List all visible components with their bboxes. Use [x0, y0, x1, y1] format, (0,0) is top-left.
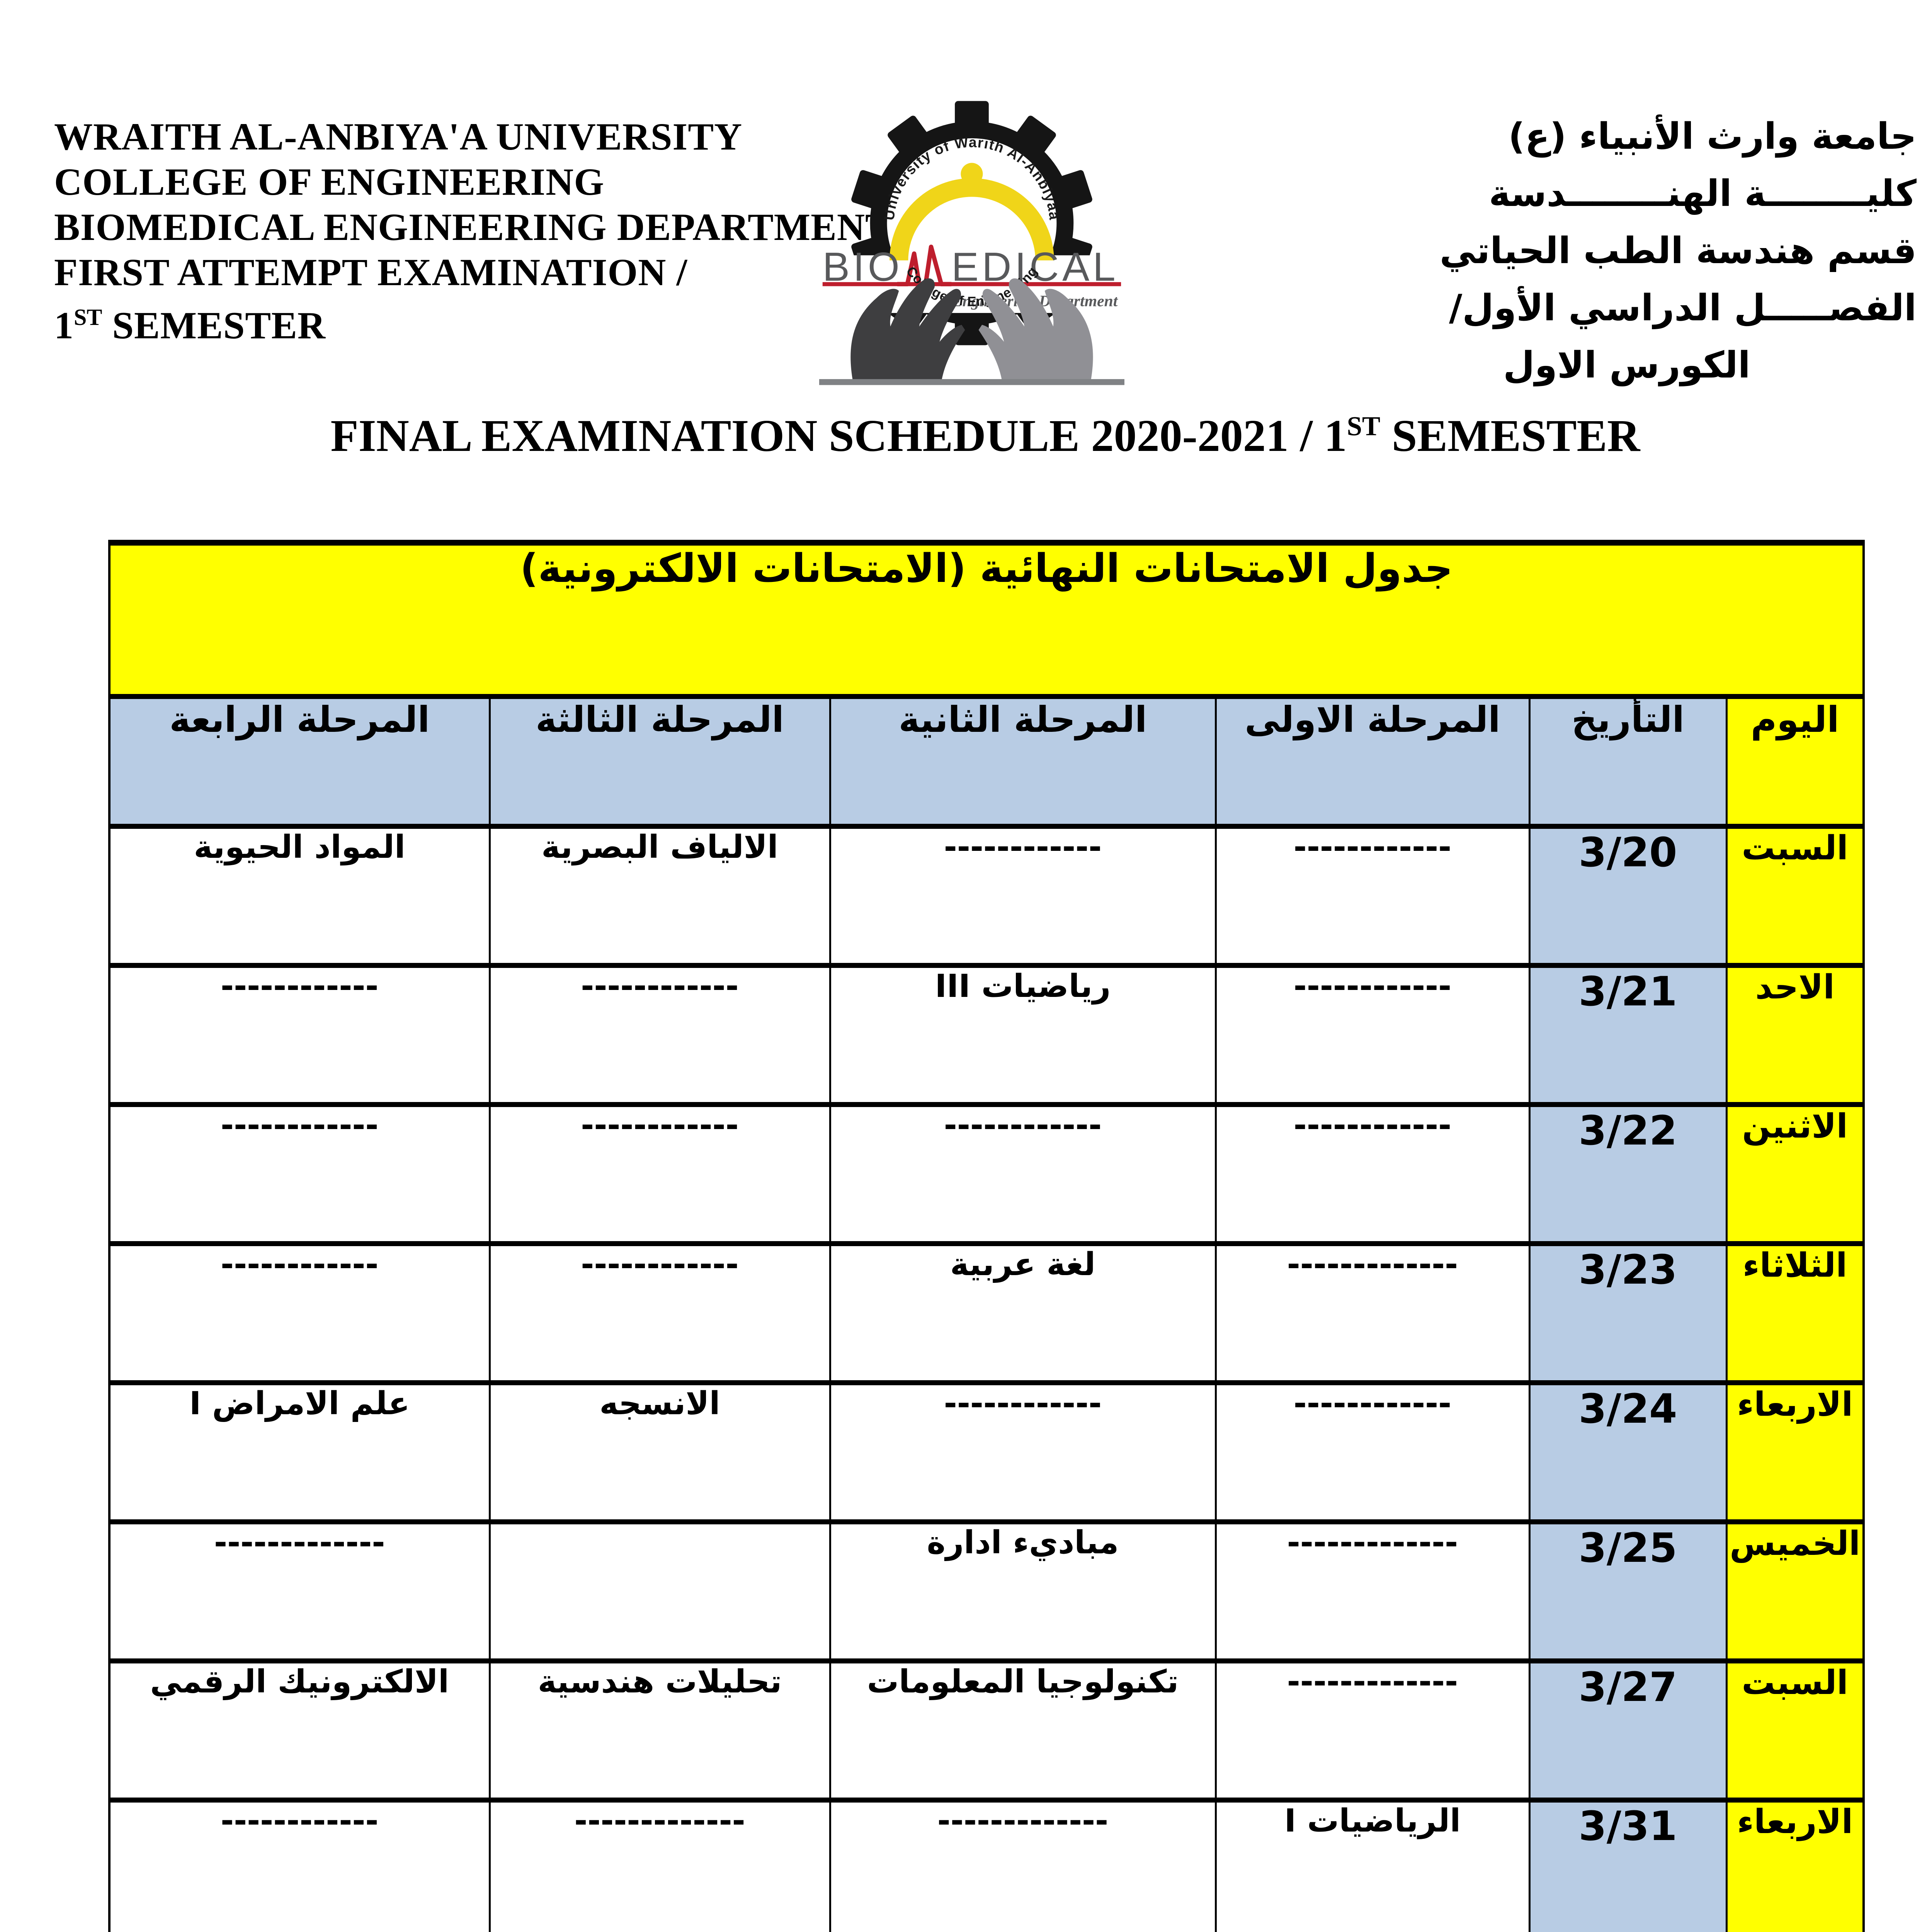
cell-stage3: ------------	[488, 1102, 831, 1246]
table-row: المواد الحيوية الالياف البصرية ---------…	[108, 824, 1865, 968]
cell-stage3: -------------	[488, 1798, 831, 1932]
cell-stage2: مباديء ادارة	[829, 1519, 1217, 1663]
cell-day: السبت	[1725, 824, 1865, 968]
cell-stage3: الالياف البصرية	[488, 824, 831, 968]
cell-stage2: تكنولوجيا المعلومات	[829, 1658, 1217, 1803]
header-stage2: المرحلة الثانية	[829, 694, 1217, 829]
page-title-rest: SEMESTER	[1380, 410, 1640, 461]
university-name-ar: جامعة وارث الأنبياء (ع)	[1508, 116, 1917, 158]
cell-stage1: ------------	[1214, 963, 1531, 1107]
semester-ordinal-sup: ST	[74, 304, 102, 330]
header-date: التأريخ	[1528, 694, 1728, 829]
college-name-ar: كليــــــــة الهنــــــــدسة	[1489, 173, 1917, 215]
cell-day: الاربعاء	[1725, 1798, 1865, 1932]
semester-number: 1	[54, 304, 74, 347]
cell-stage3: الانسجه	[488, 1380, 831, 1524]
cell-stage4: -------------	[108, 1519, 491, 1663]
cell-day: الثلاثاء	[1725, 1241, 1865, 1385]
cell-stage4: الالكترونيك الرقمي	[108, 1658, 491, 1803]
cell-stage2: ------------	[829, 1102, 1217, 1246]
cell-day: الاحد	[1725, 963, 1865, 1107]
exam-schedule-table: جدول الامتحانات النهائية (الامتحانات الا…	[108, 540, 1865, 1932]
semester-line-en: 1ST SEMESTER	[54, 295, 885, 348]
page-title: FINAL EXAMINATION SCHEDULE 2020-2021 / 1…	[0, 410, 1932, 462]
college-name-en: COLLEGE OF ENGINEERING	[54, 160, 605, 203]
cell-date: 3/23	[1528, 1241, 1728, 1385]
logo-bio-text: BIO	[823, 245, 903, 290]
cell-stage1: الرياضيات I	[1214, 1798, 1531, 1932]
hands-icon	[819, 278, 1124, 385]
cell-stage2: ------------	[829, 1380, 1217, 1524]
department-name-ar: قسم هندسة الطب الحياتي	[1439, 230, 1917, 272]
header-stage3: المرحلة الثالثة	[488, 694, 831, 829]
cell-date: 3/21	[1528, 963, 1728, 1107]
cell-date: 3/22	[1528, 1102, 1728, 1246]
cell-stage4: ------------	[108, 1241, 491, 1385]
cell-day: الاربعاء	[1725, 1380, 1865, 1524]
cell-stage4: ------------	[108, 1798, 491, 1932]
header-stage1: المرحلة الاولى	[1214, 694, 1531, 829]
cell-stage2: رياضيات III	[829, 963, 1217, 1107]
table-caption-row: جدول الامتحانات النهائية (الامتحانات الا…	[108, 540, 1865, 699]
cell-stage2: -------------	[829, 1798, 1217, 1932]
cell-stage1: -------------	[1214, 1241, 1531, 1385]
cell-stage3	[488, 1519, 831, 1663]
semester-line-ar: الفصـــــل الدراسي الأول/	[1449, 287, 1917, 329]
arabic-header-block: جامعة وارث الأنبياء (ع) كليــــــــة اله…	[1337, 108, 1917, 394]
dome-icon	[889, 163, 1054, 261]
table-row: ------------ ------------ رياضيات III --…	[108, 963, 1865, 1107]
table-caption: جدول الامتحانات النهائية (الامتحانات الا…	[108, 540, 1865, 699]
course-line-ar: الكورس الاول	[1503, 344, 1750, 386]
table-row: الالكترونيك الرقمي تحليلات هندسية تكنولو…	[108, 1658, 1865, 1803]
biomedical-logo: University of Warith Al-Anbiyaa BIO EDIC…	[802, 91, 1142, 396]
cell-stage1: ------------	[1214, 824, 1531, 968]
semester-word: SEMESTER	[102, 304, 326, 347]
table-row: علم الامراض I الانسجه ------------ -----…	[108, 1380, 1865, 1524]
page-title-sup: ST	[1347, 411, 1381, 442]
logo-medical-text: EDICAL	[951, 245, 1119, 290]
cell-stage1: -------------	[1214, 1519, 1531, 1663]
university-name-en: WRAITH AL-ANBIYA'A UNIVERSITY	[54, 115, 743, 158]
cell-stage4: المواد الحيوية	[108, 824, 491, 968]
cell-day: الاثنين	[1725, 1102, 1865, 1246]
logo-svg: University of Warith Al-Anbiyaa BIO EDIC…	[812, 101, 1131, 385]
header-stage4: المرحلة الرابعة	[108, 694, 491, 829]
cell-stage4: علم الامراض I	[108, 1380, 491, 1524]
table-row: ------------ ------------ لغة عربية ----…	[108, 1241, 1865, 1385]
cell-stage3: ------------	[488, 1241, 831, 1385]
table-row: ------------ ------------ ------------ -…	[108, 1102, 1865, 1246]
cell-date: 3/27	[1528, 1658, 1728, 1803]
table-header-row: المرحلة الرابعة المرحلة الثالثة المرحلة …	[108, 694, 1865, 829]
cell-stage4: ------------	[108, 963, 491, 1107]
page-title-main: FINAL EXAMINATION SCHEDULE 2020-2021 / 1	[330, 410, 1347, 461]
department-name-en: BIOMEDICAL ENGINEERING DEPARTMENT	[54, 206, 891, 248]
cell-date: 3/31	[1528, 1798, 1728, 1932]
header-day: اليوم	[1725, 694, 1865, 829]
cell-date: 3/24	[1528, 1380, 1728, 1524]
cell-stage3: ------------	[488, 963, 831, 1107]
cell-day: السبت	[1725, 1658, 1865, 1803]
cell-stage2: ------------	[829, 824, 1217, 968]
cell-day: الخميس	[1725, 1519, 1865, 1663]
cell-stage1: ------------	[1214, 1380, 1531, 1524]
cell-date: 3/20	[1528, 824, 1728, 968]
table-row: ------------ ------------- -------------…	[108, 1798, 1865, 1932]
table-row: ------------- مباديء ادارة -------------…	[108, 1519, 1865, 1663]
cell-stage3: تحليلات هندسية	[488, 1658, 831, 1803]
cell-stage4: ------------	[108, 1102, 491, 1246]
cell-date: 3/25	[1528, 1519, 1728, 1663]
english-header-block: WRAITH AL-ANBIYA'A UNIVERSITY COLLEGE OF…	[54, 114, 891, 348]
cell-stage2: لغة عربية	[829, 1241, 1217, 1385]
logo-baseline	[819, 379, 1124, 385]
attempt-line-en: FIRST ATTEMPT EXAMINATION /	[54, 251, 688, 294]
cell-stage1: ------------	[1214, 1102, 1531, 1246]
cell-stage1: -------------	[1214, 1658, 1531, 1803]
